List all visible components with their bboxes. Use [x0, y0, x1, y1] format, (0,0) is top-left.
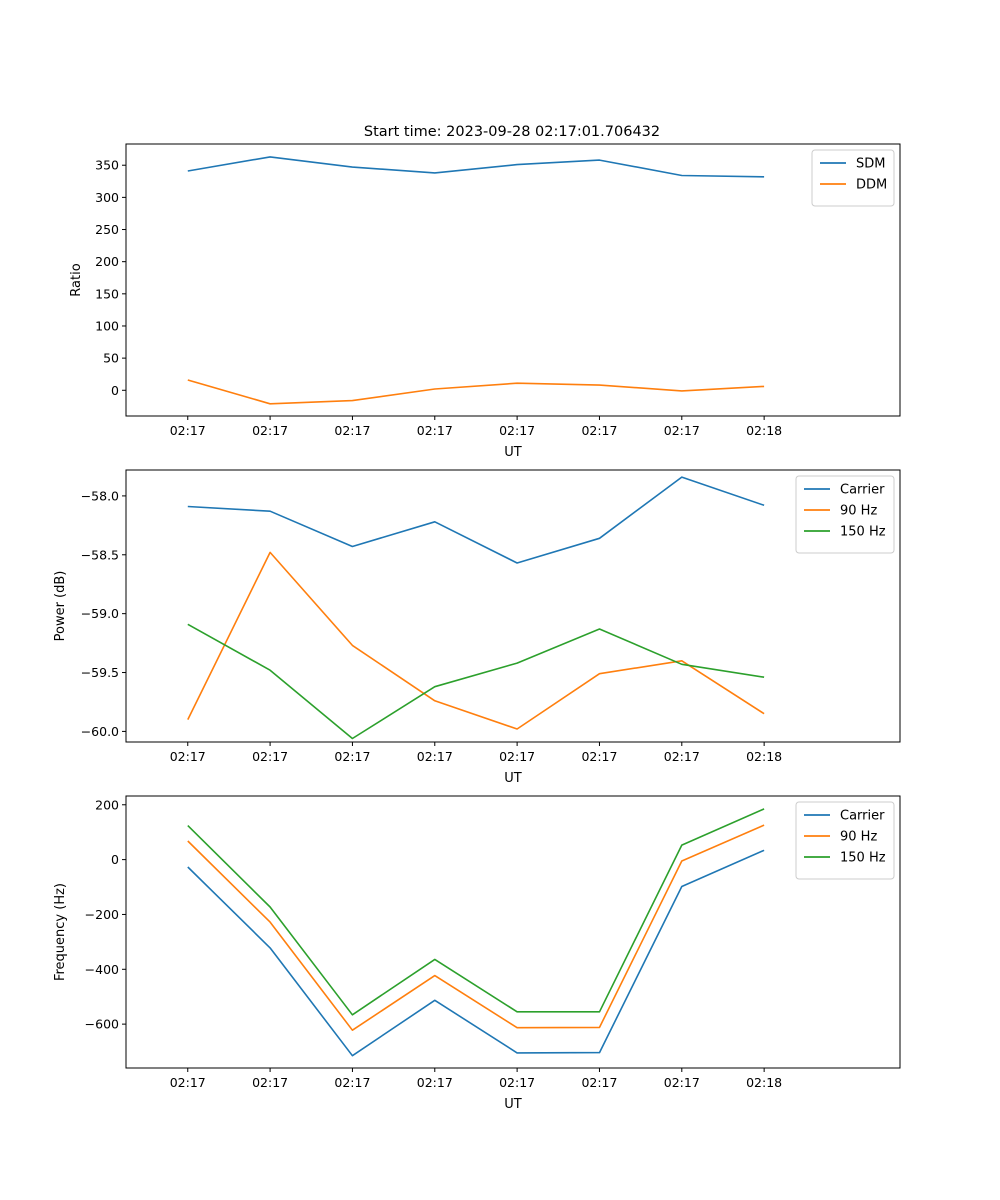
legend-label: 90 Hz [840, 504, 877, 519]
plot-frame [125, 469, 901, 743]
y-axis-label: Power (dB) [53, 571, 68, 642]
y-tick-label: 200 [95, 797, 119, 812]
legend-label: SDM [856, 157, 885, 172]
y-tick-label: 0 [111, 852, 119, 867]
series-line-carrier [187, 849, 765, 1057]
legend-label: Carrier [840, 483, 885, 498]
y-tick-label: −200 [85, 907, 119, 922]
x-tick-label: 02:18 [746, 749, 782, 764]
x-tick-label: 02:17 [252, 423, 288, 438]
x-tick-label: 02:17 [664, 1075, 700, 1090]
x-tick-label: 02:17 [170, 749, 206, 764]
series-line-90-hz [187, 824, 765, 1031]
x-tick-label: 02:17 [170, 1075, 206, 1090]
legend-label: 150 Hz [840, 851, 886, 866]
y-tick-label: 250 [95, 222, 119, 237]
x-tick-label: 02:17 [417, 423, 453, 438]
x-tick-label: 02:17 [252, 749, 288, 764]
y-tick-label: −60.0 [81, 724, 119, 739]
series-line-90-hz [187, 551, 765, 730]
x-tick-label: 02:17 [334, 1075, 370, 1090]
series-line-ddm [187, 379, 765, 405]
y-axis-label: Frequency (Hz) [53, 883, 68, 981]
y-tick-label: −58.5 [81, 547, 119, 562]
series-line-150-hz [187, 623, 765, 740]
x-tick-label: 02:18 [746, 423, 782, 438]
y-tick-label: 150 [95, 286, 119, 301]
x-tick-label: 02:17 [581, 749, 617, 764]
y-tick-label: 50 [103, 351, 119, 366]
x-tick-label: 02:17 [499, 749, 535, 764]
x-tick-label: 02:17 [499, 423, 535, 438]
y-tick-label: 350 [95, 158, 119, 173]
series-line-sdm [187, 156, 765, 178]
x-tick-label: 02:17 [252, 1075, 288, 1090]
x-axis-label: UT [504, 1097, 522, 1112]
plot-frame [125, 143, 901, 417]
y-tick-label: −59.5 [81, 665, 119, 680]
y-tick-label: −58.0 [81, 488, 119, 503]
x-tick-label: 02:17 [417, 1075, 453, 1090]
chart-2: 02:17 02:17 02:17 02:17 02:17 02:17 02:17 02:18… [53, 469, 901, 786]
x-tick-label: 02:18 [746, 1075, 782, 1090]
series-line-150-hz [187, 808, 765, 1016]
figure-title: Start time: 2023-09-28 02:17:01.706432 [364, 124, 660, 140]
y-tick-label: 0 [111, 383, 119, 398]
x-tick-label: 02:17 [664, 749, 700, 764]
x-tick-label: 02:17 [170, 423, 206, 438]
y-tick-label: −400 [85, 962, 119, 977]
x-tick-label: 02:17 [664, 423, 700, 438]
x-tick-label: 02:17 [334, 749, 370, 764]
x-tick-label: 02:17 [499, 1075, 535, 1090]
series-line-carrier [187, 476, 765, 564]
x-tick-label: 02:17 [334, 423, 370, 438]
x-tick-label: 02:17 [417, 749, 453, 764]
legend [811, 149, 895, 207]
x-axis-label: UT [504, 771, 522, 786]
y-tick-label: 300 [95, 190, 119, 205]
chart-3: 02:17 02:17 02:17 02:17 02:17 02:17 02:17 02:18… [53, 795, 901, 1112]
x-axis-label: UT [504, 445, 522, 460]
y-tick-label: −600 [85, 1017, 119, 1032]
x-tick-label: 02:17 [581, 1075, 617, 1090]
legend-label: 90 Hz [840, 830, 877, 845]
legend-label: Carrier [840, 809, 885, 824]
y-tick-label: −59.0 [81, 606, 119, 621]
y-tick-label: 100 [95, 318, 119, 333]
legend-label: DDM [856, 178, 887, 193]
y-axis-label: Ratio [69, 263, 84, 296]
chart-1: 02:17 02:17 02:17 02:17 02:17 02:17 02:17 02:18… [69, 143, 901, 460]
plot-frame [125, 795, 901, 1069]
x-tick-label: 02:17 [581, 423, 617, 438]
y-tick-label: 200 [95, 254, 119, 269]
legend [795, 475, 895, 554]
legend [795, 801, 895, 880]
legend-label: 150 Hz [840, 525, 886, 540]
